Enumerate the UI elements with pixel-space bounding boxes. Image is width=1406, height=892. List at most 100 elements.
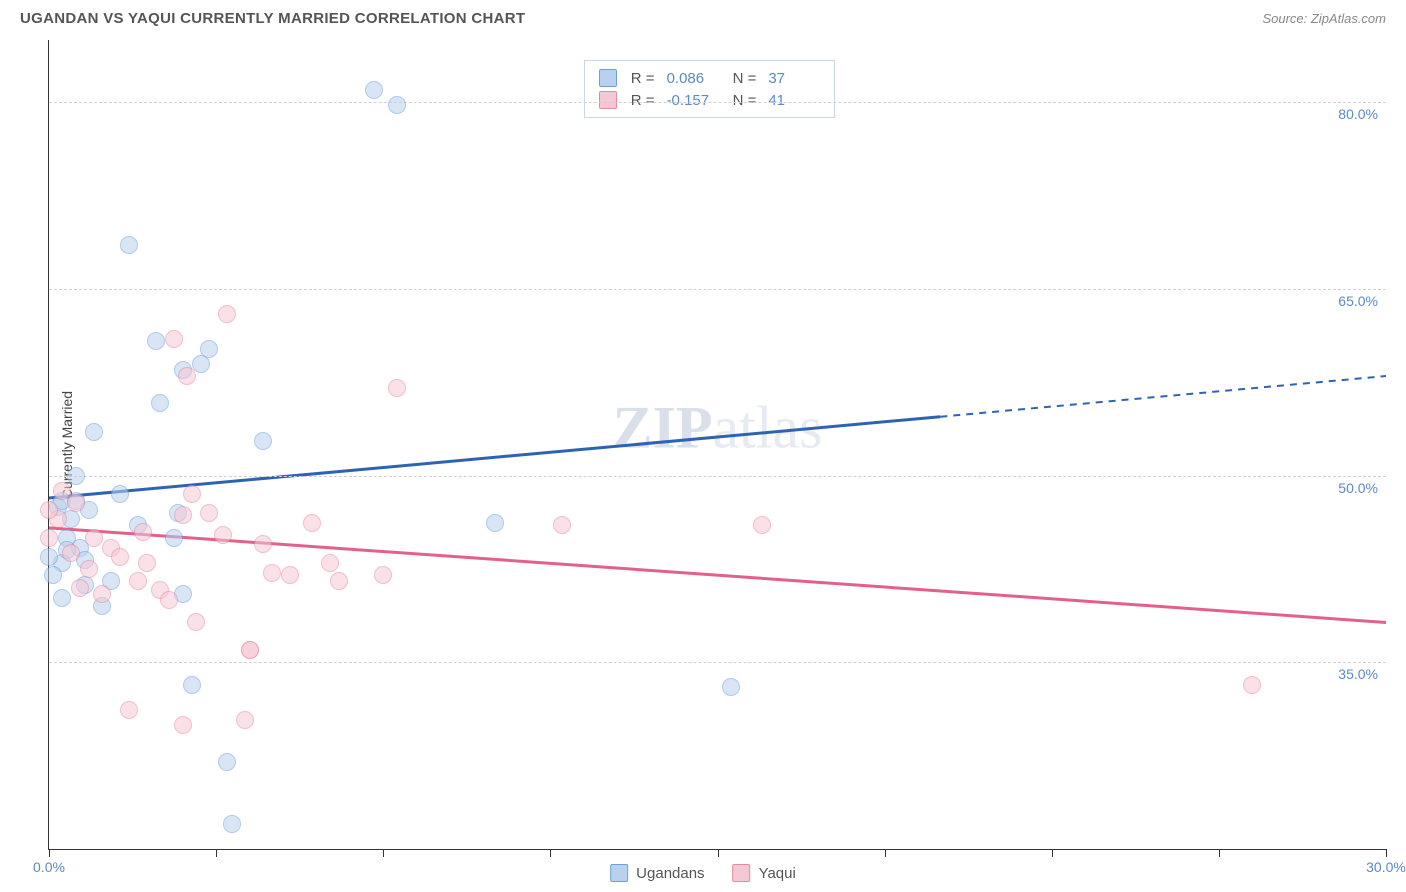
scatter-point-yaqui [263, 564, 281, 582]
n-value-yaqui: 41 [768, 92, 820, 109]
y-tick-label: 35.0% [1338, 666, 1378, 682]
y-tick-label: 80.0% [1338, 106, 1378, 122]
scatter-point-yaqui [553, 516, 571, 534]
legend-label-ugandans: Ugandans [636, 865, 704, 882]
scatter-point-ugandans [486, 514, 504, 532]
scatter-point-yaqui [165, 330, 183, 348]
scatter-point-ugandans [147, 332, 165, 350]
gridline-horizontal [49, 662, 1386, 663]
scatter-point-yaqui [218, 305, 236, 323]
scatter-point-ugandans [165, 529, 183, 547]
scatter-point-yaqui [111, 548, 129, 566]
stats-row-ugandans: R = 0.086 N = 37 [599, 67, 821, 89]
swatch-yaqui [599, 91, 617, 109]
scatter-point-yaqui [71, 579, 89, 597]
scatter-point-ugandans [151, 394, 169, 412]
r-label: R = [631, 70, 655, 87]
stats-row-yaqui: R = -0.157 N = 41 [599, 89, 821, 111]
scatter-point-yaqui [93, 585, 111, 603]
gridline-horizontal [49, 289, 1386, 290]
scatter-point-yaqui [40, 529, 58, 547]
x-tick [216, 849, 217, 857]
x-tick [383, 849, 384, 857]
scatter-point-yaqui [321, 554, 339, 572]
scatter-point-yaqui [53, 482, 71, 500]
scatter-point-yaqui [187, 613, 205, 631]
x-tick [885, 849, 886, 857]
scatter-point-yaqui [40, 501, 58, 519]
scatter-point-ugandans [85, 423, 103, 441]
legend-item-yaqui: Yaqui [733, 864, 796, 882]
scatter-point-yaqui [330, 572, 348, 590]
scatter-point-ugandans [722, 678, 740, 696]
stats-legend-box: R = 0.086 N = 37 R = -0.157 N = 41 [584, 60, 836, 118]
r-label: R = [631, 92, 655, 109]
x-tick-label: 30.0% [1366, 859, 1406, 875]
scatter-point-ugandans [44, 566, 62, 584]
scatter-point-yaqui [120, 701, 138, 719]
scatter-point-ugandans [40, 548, 58, 566]
series-legend: Ugandans Yaqui [610, 864, 796, 882]
scatter-point-ugandans [223, 815, 241, 833]
legend-swatch-yaqui [733, 864, 751, 882]
plot-surface: ZIPatlas R = 0.086 N = 37 R = -0.157 N = 41 35.… [49, 40, 1386, 849]
scatter-point-yaqui [129, 572, 147, 590]
legend-swatch-ugandans [610, 864, 628, 882]
legend-item-ugandans: Ugandans [610, 864, 704, 882]
scatter-point-yaqui [388, 379, 406, 397]
scatter-point-yaqui [178, 367, 196, 385]
scatter-point-yaqui [174, 716, 192, 734]
scatter-point-yaqui [236, 711, 254, 729]
scatter-point-yaqui [62, 544, 80, 562]
scatter-point-ugandans [183, 676, 201, 694]
source-attribution: Source: ZipAtlas.com [1262, 11, 1386, 26]
scatter-point-yaqui [241, 641, 259, 659]
x-tick [1219, 849, 1220, 857]
x-tick [550, 849, 551, 857]
chart-plot-area: Currently Married ZIPatlas R =0.086N =37… [48, 40, 1386, 850]
scatter-point-ugandans [120, 236, 138, 254]
x-tick [1052, 849, 1053, 857]
scatter-point-yaqui [214, 526, 232, 544]
n-label: N = [733, 92, 757, 109]
scatter-point-yaqui [134, 523, 152, 541]
scatter-point-yaqui [374, 566, 392, 584]
scatter-point-yaqui [67, 494, 85, 512]
scatter-point-yaqui [303, 514, 321, 532]
scatter-point-yaqui [138, 554, 156, 572]
scatter-point-yaqui [160, 591, 178, 609]
x-tick [1386, 849, 1387, 857]
trendline-ugandans [49, 417, 940, 498]
x-tick-label: 0.0% [33, 859, 65, 875]
trend-lines-svg [49, 40, 1386, 849]
x-tick [49, 849, 50, 857]
scatter-point-ugandans [365, 81, 383, 99]
scatter-point-yaqui [281, 566, 299, 584]
trendline-ugandans-extrapolated [940, 376, 1386, 417]
scatter-point-yaqui [254, 535, 272, 553]
chart-title: UGANDAN VS YAQUI CURRENTLY MARRIED CORRE… [20, 10, 525, 27]
y-tick-label: 50.0% [1338, 480, 1378, 496]
scatter-point-yaqui [174, 506, 192, 524]
n-label: N = [733, 70, 757, 87]
scatter-point-ugandans [388, 96, 406, 114]
swatch-ugandans [599, 69, 617, 87]
r-value-ugandans: 0.086 [667, 70, 719, 87]
scatter-point-ugandans [111, 485, 129, 503]
watermark-logo: ZIPatlas [613, 394, 823, 463]
scatter-point-ugandans [53, 589, 71, 607]
scatter-point-yaqui [85, 529, 103, 547]
legend-label-yaqui: Yaqui [759, 865, 796, 882]
x-tick [718, 849, 719, 857]
header: UGANDAN VS YAQUI CURRENTLY MARRIED CORRE… [0, 0, 1406, 35]
scatter-point-yaqui [1243, 676, 1261, 694]
scatter-point-yaqui [80, 560, 98, 578]
n-value-ugandans: 37 [768, 70, 820, 87]
gridline-horizontal [49, 102, 1386, 103]
r-value-yaqui: -0.157 [667, 92, 719, 109]
scatter-point-yaqui [200, 504, 218, 522]
scatter-point-yaqui [183, 485, 201, 503]
y-tick-label: 65.0% [1338, 293, 1378, 309]
trendline-yaqui [49, 528, 1386, 623]
scatter-point-ugandans [254, 432, 272, 450]
